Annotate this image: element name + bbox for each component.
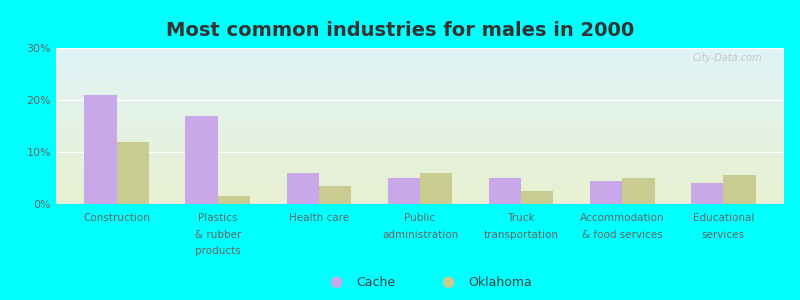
- Text: ●: ●: [330, 274, 342, 290]
- Text: Health care: Health care: [289, 213, 349, 223]
- Text: Most common industries for males in 2000: Most common industries for males in 2000: [166, 21, 634, 40]
- Text: & food services: & food services: [582, 230, 662, 239]
- Bar: [622, 178, 654, 204]
- Bar: [388, 178, 420, 204]
- Bar: [420, 173, 452, 204]
- Text: City-Data.com: City-Data.com: [693, 53, 762, 63]
- Bar: [218, 196, 250, 204]
- Text: Plastics: Plastics: [198, 213, 238, 223]
- Text: Educational: Educational: [693, 213, 754, 223]
- Text: Public: Public: [405, 213, 435, 223]
- Bar: [521, 191, 554, 204]
- Text: products: products: [195, 246, 241, 256]
- Bar: [489, 178, 521, 204]
- Text: ●: ●: [442, 274, 454, 290]
- Bar: [84, 95, 117, 204]
- Text: Cache: Cache: [356, 275, 395, 289]
- Text: services: services: [702, 230, 745, 239]
- Bar: [590, 181, 622, 204]
- Bar: [186, 116, 218, 204]
- Text: Oklahoma: Oklahoma: [468, 275, 532, 289]
- Bar: [691, 183, 723, 204]
- Bar: [723, 176, 756, 204]
- Text: Truck: Truck: [507, 213, 535, 223]
- Text: transportation: transportation: [484, 230, 558, 239]
- Bar: [286, 173, 319, 204]
- Bar: [117, 142, 149, 204]
- Text: & rubber: & rubber: [194, 230, 241, 239]
- Text: Accommodation: Accommodation: [580, 213, 665, 223]
- Bar: [319, 186, 351, 204]
- Text: Construction: Construction: [83, 213, 150, 223]
- Text: administration: administration: [382, 230, 458, 239]
